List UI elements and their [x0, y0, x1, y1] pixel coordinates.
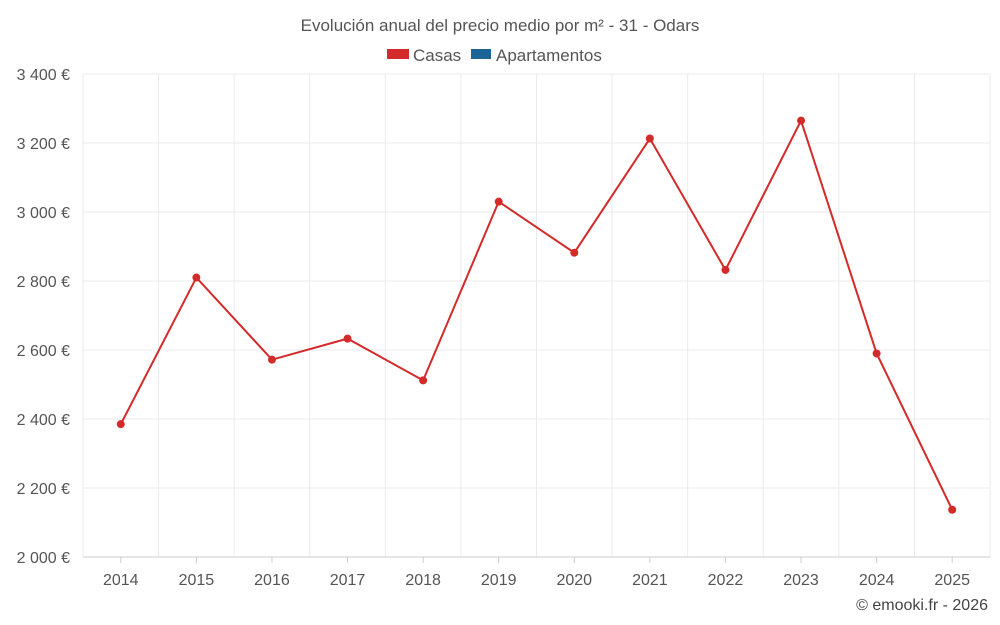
- y-tick-label: 3 000 €: [17, 205, 70, 222]
- data-point-casas-2021[interactable]: [645, 134, 654, 143]
- y-tick-label: 2 600 €: [17, 343, 70, 360]
- y-tick-label: 2 800 €: [17, 274, 70, 291]
- x-tick-label: 2024: [859, 572, 895, 589]
- legend-swatch-casas: [387, 49, 409, 59]
- data-point-casas-2019[interactable]: [494, 197, 503, 206]
- x-tick-label: 2022: [708, 572, 744, 589]
- legend-item-casas[interactable]: Casas: [387, 46, 461, 65]
- x-tick-label: 2014: [103, 572, 139, 589]
- data-point-casas-2025[interactable]: [948, 505, 957, 514]
- data-point-casas-2018[interactable]: [419, 376, 428, 385]
- x-tick-label: 2021: [632, 572, 668, 589]
- x-tick-label: 2016: [254, 572, 290, 589]
- data-point-casas-2024[interactable]: [872, 349, 881, 358]
- y-tick-label: 2 200 €: [17, 481, 70, 498]
- legend-label-apartamentos: Apartamentos: [496, 46, 602, 65]
- legend-item-apartamentos[interactable]: Apartamentos: [471, 46, 602, 65]
- data-point-casas-2022[interactable]: [721, 265, 730, 274]
- grid: [82, 73, 991, 557]
- data-point-casas-2020[interactable]: [570, 248, 579, 257]
- x-tick-label: 2023: [783, 572, 819, 589]
- legend-swatch-apartamentos: [471, 49, 491, 59]
- x-tick-label: 2015: [179, 572, 215, 589]
- series-line-casas: [119, 117, 954, 511]
- data-point-casas-2016[interactable]: [267, 355, 276, 364]
- y-tick-label: 3 200 €: [17, 136, 70, 153]
- legend: Casas Apartamentos: [387, 46, 602, 65]
- axes: 2 000 € 2 200 € 2 400 € 2 600 € 2 800 € 3 000…: [17, 67, 990, 589]
- x-tick-label: 2019: [481, 572, 517, 589]
- x-tick-label: 2018: [405, 572, 441, 589]
- series-layer: [116, 116, 957, 514]
- y-tick-label: 3 400 €: [17, 67, 70, 84]
- legend-label-casas: Casas: [413, 46, 461, 65]
- data-point-casas-2017[interactable]: [343, 334, 352, 343]
- y-tick-label: 2 000 €: [17, 550, 70, 567]
- data-point-casas-2014[interactable]: [116, 420, 125, 429]
- x-tick-label: 2020: [556, 572, 592, 589]
- y-tick-label: 2 400 €: [17, 412, 70, 429]
- data-point-casas-2023[interactable]: [797, 116, 806, 125]
- data-point-casas-2015[interactable]: [192, 273, 201, 282]
- x-tick-label: 2025: [934, 572, 970, 589]
- credit-text: © emooki.fr - 2026: [856, 597, 988, 614]
- x-tick-label: 2017: [330, 572, 366, 589]
- chart-title: Evolución anual del precio medio por m² …: [301, 16, 700, 35]
